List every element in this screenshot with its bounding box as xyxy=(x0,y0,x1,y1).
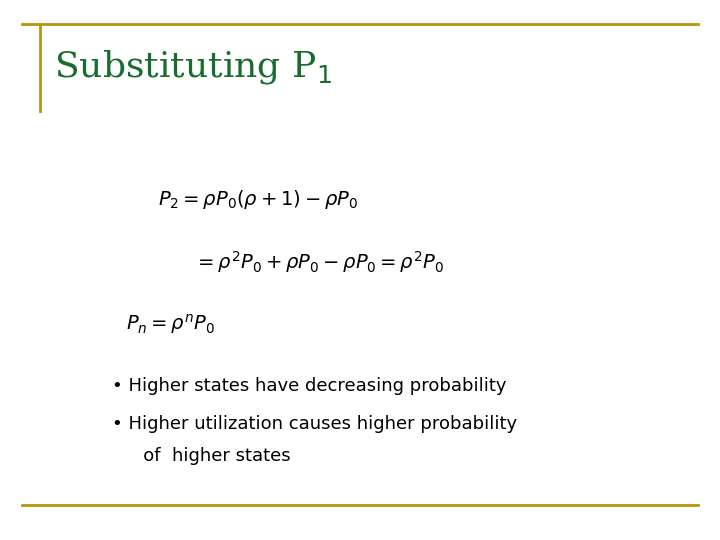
Text: • Higher utilization causes higher probability: • Higher utilization causes higher proba… xyxy=(112,415,517,433)
Text: of  higher states: of higher states xyxy=(126,447,291,465)
Text: $= \rho^2 P_0 + \rho P_0 - \rho P_0 = \rho^2 P_0$: $= \rho^2 P_0 + \rho P_0 - \rho P_0 = \r… xyxy=(194,249,444,275)
Text: Substituting P$_1$: Substituting P$_1$ xyxy=(54,49,332,86)
Text: $P_n = \rho^n P_0$: $P_n = \rho^n P_0$ xyxy=(126,312,215,336)
Text: $P_2 = \rho P_0(\rho + 1) - \rho P_0$: $P_2 = \rho P_0(\rho + 1) - \rho P_0$ xyxy=(158,188,359,211)
Text: • Higher states have decreasing probability: • Higher states have decreasing probabil… xyxy=(112,377,506,395)
